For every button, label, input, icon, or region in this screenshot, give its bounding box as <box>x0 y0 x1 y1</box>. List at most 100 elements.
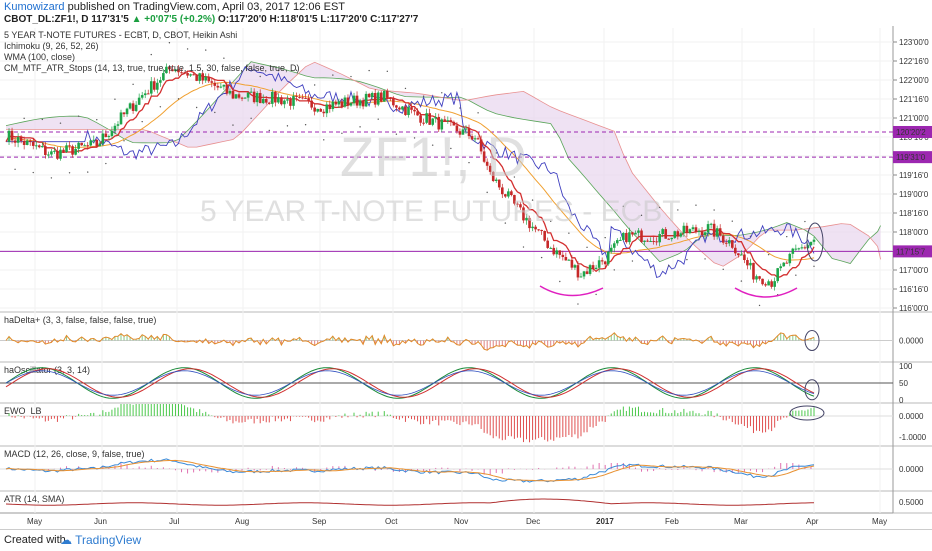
candle-body <box>252 91 256 103</box>
candle-body <box>152 81 156 90</box>
candle-body <box>812 239 816 242</box>
price-tick-label: 119'16'0 <box>899 171 929 180</box>
candle-body <box>334 101 338 105</box>
candle-body <box>467 128 471 137</box>
candle-body <box>267 102 271 104</box>
atr-stop-dot <box>559 280 561 283</box>
candle-body <box>243 97 247 99</box>
atr-stop-dot <box>277 69 280 72</box>
candle-body <box>531 226 534 229</box>
haosc-tick: 50 <box>899 379 908 388</box>
candle-body <box>304 97 307 99</box>
atr-stop-dot <box>59 122 62 124</box>
candle-body <box>549 247 553 249</box>
candle-body <box>19 137 23 141</box>
atr-stop-dot <box>513 176 516 178</box>
candle-body <box>661 229 664 235</box>
atr-stop-dot <box>540 256 543 259</box>
atr-stop-dot <box>504 222 507 224</box>
candle-body <box>364 93 368 107</box>
author-link[interactable]: Kumowizard <box>4 1 65 13</box>
candle-body <box>274 91 277 103</box>
candle-body <box>137 97 141 105</box>
candle-body <box>295 95 298 97</box>
atr-stop-dot <box>404 87 407 90</box>
atr-stop-dot <box>141 120 143 123</box>
candle-body <box>246 92 250 98</box>
candle-body <box>528 217 531 229</box>
candle-body <box>428 113 431 125</box>
time-axis-label: Mar <box>734 517 748 526</box>
candle-body <box>431 118 434 125</box>
price-tick-label: 117'00'0 <box>899 266 929 275</box>
candle-body <box>382 90 386 102</box>
candle-body <box>237 94 241 98</box>
candle-body <box>407 107 410 116</box>
candle-body <box>292 95 295 106</box>
candle-body <box>634 232 637 235</box>
tradingview-brand[interactable]: ☁ TradingView <box>60 533 141 547</box>
candle-body <box>77 142 80 149</box>
candle-body <box>682 225 686 234</box>
atr-stop-dot <box>477 112 479 114</box>
candle-body <box>628 232 631 243</box>
candle-body <box>31 141 35 146</box>
candle-body <box>670 237 674 240</box>
publish-header: Kumowizard published on TradingView.com,… <box>4 1 345 13</box>
candle-body <box>198 73 201 81</box>
candle-body <box>349 103 353 106</box>
candle-body <box>482 151 486 162</box>
candle-body <box>68 145 71 147</box>
candles <box>7 63 816 291</box>
wma-line <box>5 81 815 261</box>
highlight-ellipse-haosc <box>804 379 820 401</box>
haosc-line-fast <box>5 367 815 399</box>
atr-stop-dot <box>241 70 243 73</box>
candle-body <box>322 111 326 114</box>
candle-body <box>53 150 56 152</box>
candle-body <box>570 259 574 268</box>
candle-body <box>422 122 425 124</box>
candle-body <box>386 90 389 98</box>
candle-body <box>370 93 374 98</box>
candle-body <box>316 108 320 112</box>
atr-stop-dot <box>586 246 588 249</box>
candle-body <box>703 232 707 236</box>
candle-body <box>461 129 465 135</box>
atr-stop-dot <box>422 95 425 97</box>
atr-stop-dot <box>758 304 761 307</box>
atr-stop-dot <box>23 117 25 120</box>
candle-body <box>749 262 752 266</box>
candle-body <box>534 226 537 230</box>
atr-stop-dot <box>232 124 234 126</box>
candle-body <box>416 111 419 116</box>
price-level-label: 117'15'7 <box>896 247 926 256</box>
candle-body <box>679 233 683 237</box>
atr-stop-dot <box>713 209 715 211</box>
atr-stop-dot <box>295 69 298 72</box>
candle-body <box>770 281 773 287</box>
candle-body <box>791 248 795 254</box>
candle-body <box>249 91 253 93</box>
candle-body <box>743 254 746 261</box>
publish-info: published on TradingView.com, April 03, … <box>67 1 346 13</box>
candle-body <box>788 253 792 264</box>
atr-stop-dot <box>613 269 615 271</box>
hadelta-legend: haDelta+ (3, 3, false, false, false, tru… <box>4 315 156 325</box>
candle-body <box>758 276 761 279</box>
atr-stop-dot <box>159 106 162 108</box>
hadelta-tick: 0.0000 <box>899 337 924 346</box>
candle-body <box>234 94 238 99</box>
candle-body <box>319 108 323 112</box>
candle-body <box>752 262 755 280</box>
candle-body <box>782 262 786 267</box>
symbol-name: CBOT_DL:ZF1!, D <box>4 14 89 25</box>
atr-line <box>5 498 814 506</box>
chart-svg[interactable]: 123'00'0 122'16'0 122'00'0 121'16'0 121'00'0… <box>0 26 932 529</box>
candle-body <box>479 139 483 152</box>
candle-body <box>216 85 220 88</box>
atr-stop-dot <box>332 74 334 76</box>
candle-body <box>80 142 83 146</box>
candle-body <box>34 145 38 147</box>
time-axis-label: Oct <box>385 517 398 526</box>
